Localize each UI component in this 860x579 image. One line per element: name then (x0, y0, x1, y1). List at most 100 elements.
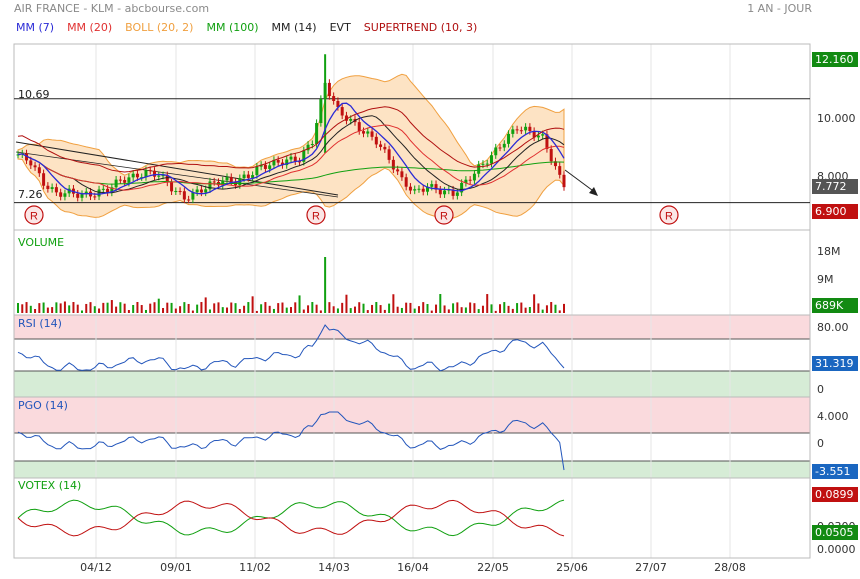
x-tick-label: 14/03 (318, 561, 350, 574)
volume-bar (34, 308, 37, 313)
candle-body (293, 156, 297, 162)
candle-body (148, 170, 152, 172)
candle-body (498, 147, 502, 149)
x-tick-label: 22/05 (477, 561, 509, 574)
legend-supertrend[interactable]: SUPERTREND (10, 3) (363, 21, 478, 34)
price-stop-box: 6.900 (812, 204, 858, 219)
legend-evt[interactable]: EVT (329, 21, 351, 34)
volume-bar (533, 294, 536, 313)
volume-bar (59, 303, 62, 313)
candle-body (106, 188, 110, 193)
candle-body (127, 177, 131, 183)
legend-boll[interactable]: BOLL (20, 2) (125, 21, 194, 34)
volume-bar (537, 303, 540, 313)
x-tick-label: 28/08 (714, 561, 746, 574)
volume-bar (277, 303, 280, 313)
volume-bar (332, 306, 335, 313)
candle-body (182, 191, 186, 200)
candle-body (434, 184, 438, 190)
volume-bar (55, 302, 58, 313)
volume-bar (417, 306, 420, 313)
volume-bar (285, 307, 288, 313)
candle-body (396, 169, 400, 172)
vortex-plus-line (17, 499, 565, 537)
candle-body (387, 149, 391, 160)
volume-axis-9m: 9M (817, 273, 834, 286)
candle-body (464, 179, 468, 183)
volume-bar (204, 297, 207, 313)
candle-body (362, 131, 366, 134)
supertrend-line (17, 106, 565, 173)
vortex-panel-label: VOTEX (14) (18, 479, 82, 492)
volume-bar (63, 301, 66, 313)
volume-bar (72, 302, 75, 313)
volume-bar (144, 309, 147, 313)
candle-body (242, 174, 246, 179)
candle-body (212, 181, 216, 183)
volume-bar (452, 303, 455, 313)
volume-bar (51, 307, 54, 313)
support-level-label: 7.26 (18, 188, 43, 201)
volume-bar (379, 305, 382, 313)
legend-mm100[interactable]: MM (100) (206, 21, 259, 34)
volume-bar (447, 309, 450, 313)
vortex-minus-box: 0.0899 (812, 487, 858, 502)
vortex-axis-0: 0.0000 (817, 543, 856, 556)
volume-bar (89, 302, 92, 313)
candle-body (332, 96, 336, 102)
volume-panel-label: VOLUME (18, 236, 65, 249)
volume-bar (136, 302, 139, 313)
x-tick-label: 04/12 (80, 561, 112, 574)
volume-bar (545, 305, 548, 313)
volume-bar (217, 302, 220, 313)
panel-frame (13, 477, 811, 559)
candle-body (374, 136, 378, 145)
volume-bar (166, 302, 169, 313)
volume-bar (243, 305, 246, 313)
candle-body (489, 155, 493, 164)
volume-bar (264, 302, 267, 313)
candle-body (472, 173, 476, 181)
candle-body (379, 144, 383, 147)
candle-body (562, 174, 566, 188)
event-marker-label: R (440, 211, 448, 223)
trendline (15, 141, 339, 196)
legend-mm14[interactable]: MM (14) (271, 21, 317, 34)
volume-bar (221, 307, 224, 313)
volume-bar (213, 303, 216, 313)
volume-bar (507, 305, 510, 313)
candle-body (481, 163, 485, 165)
period-label[interactable]: 1 AN - JOUR (747, 2, 812, 15)
trend-arrow (564, 169, 597, 194)
candle-body (430, 184, 434, 187)
volume-bar (123, 303, 126, 313)
legend-mm20[interactable]: MM (20) (67, 21, 113, 34)
pgo-axis-0: 0 (817, 437, 824, 450)
volume-bar (430, 310, 433, 313)
volume-bar (179, 306, 182, 313)
volume-bar (345, 294, 348, 313)
volume-bar (383, 309, 386, 313)
volume-bar (554, 304, 557, 313)
candle-body (528, 126, 532, 132)
event-marker-label: R (665, 211, 673, 223)
volume-bar (106, 302, 109, 313)
volume-bar (272, 308, 275, 313)
volume-bar (302, 309, 305, 313)
legend-mm7[interactable]: MM (7) (16, 21, 55, 34)
candle-body (84, 191, 88, 195)
volume-bar (119, 302, 122, 313)
candle-body (289, 156, 293, 160)
candle-body (208, 181, 212, 190)
candle-body (357, 122, 361, 132)
volume-bar (396, 306, 399, 313)
volume-bar (315, 304, 318, 313)
arrow-head (589, 187, 598, 196)
candle-body (276, 159, 280, 163)
candle-body (408, 186, 412, 191)
volume-bar (375, 302, 378, 313)
resistance-level-label: 10.69 (18, 88, 50, 101)
candle-body (114, 179, 118, 188)
volume-bar (247, 302, 250, 313)
